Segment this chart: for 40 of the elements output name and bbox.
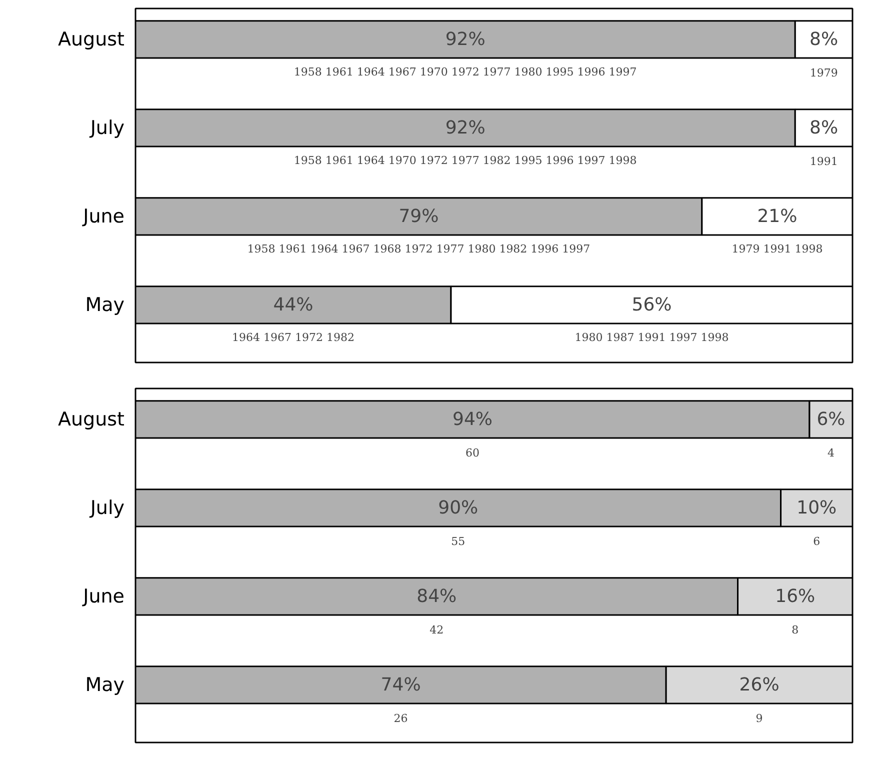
annotation: 1958 1961 1964 1970 1972 1977 1982 1995 1996 1997 1998 [294, 154, 637, 168]
data-label: 16% [775, 586, 816, 607]
y-tick-label: July [89, 116, 125, 139]
annotation: 1991 [810, 155, 838, 168]
annotation: 4 [827, 446, 834, 460]
annotation: 6 [813, 535, 820, 548]
annotation: 9 [756, 712, 763, 726]
data-label: 6% [816, 408, 846, 430]
annotation: 1958 1961 1964 1967 1968 1972 1977 1980 1982 1996 1997 [247, 242, 590, 256]
annotation: 1958 1961 1964 1967 1970 1972 1977 1980 1995 1996 1997 [294, 66, 637, 79]
data-label: 56% [632, 294, 672, 316]
annotation: 8 [792, 624, 799, 637]
annotation: 42 [430, 624, 444, 637]
annotation: 55 [451, 535, 466, 548]
data-label: 94% [452, 408, 492, 430]
data-label: 92% [445, 28, 486, 50]
data-label: 84% [416, 586, 457, 607]
annotation: 1979 1991 1998 [732, 242, 823, 256]
annotation: 60 [465, 446, 480, 460]
y-tick-label: July [89, 496, 125, 519]
y-tick-label: June [82, 205, 125, 228]
data-label: 79% [398, 206, 439, 227]
data-label: 74% [380, 674, 421, 696]
annotation: 1964 1967 1972 1982 [232, 331, 354, 344]
data-label: 8% [810, 28, 838, 50]
data-label: 21% [757, 206, 798, 227]
data-label: 90% [438, 497, 478, 518]
y-tick-label: August [58, 408, 125, 430]
annotation: 26 [394, 712, 408, 726]
y-tick-label: May [85, 674, 124, 696]
data-label: 92% [445, 117, 486, 138]
y-tick-label: June [82, 585, 125, 608]
data-label: 44% [273, 294, 314, 316]
y-tick-label: August [58, 28, 125, 50]
annotation: 1979 [810, 66, 838, 80]
annotation: 1980 1987 1991 1997 1998 [574, 331, 729, 344]
y-tick-label: May [85, 294, 124, 316]
data-label: 10% [796, 497, 837, 518]
data-label: 8% [810, 117, 838, 138]
data-label: 26% [739, 674, 780, 696]
